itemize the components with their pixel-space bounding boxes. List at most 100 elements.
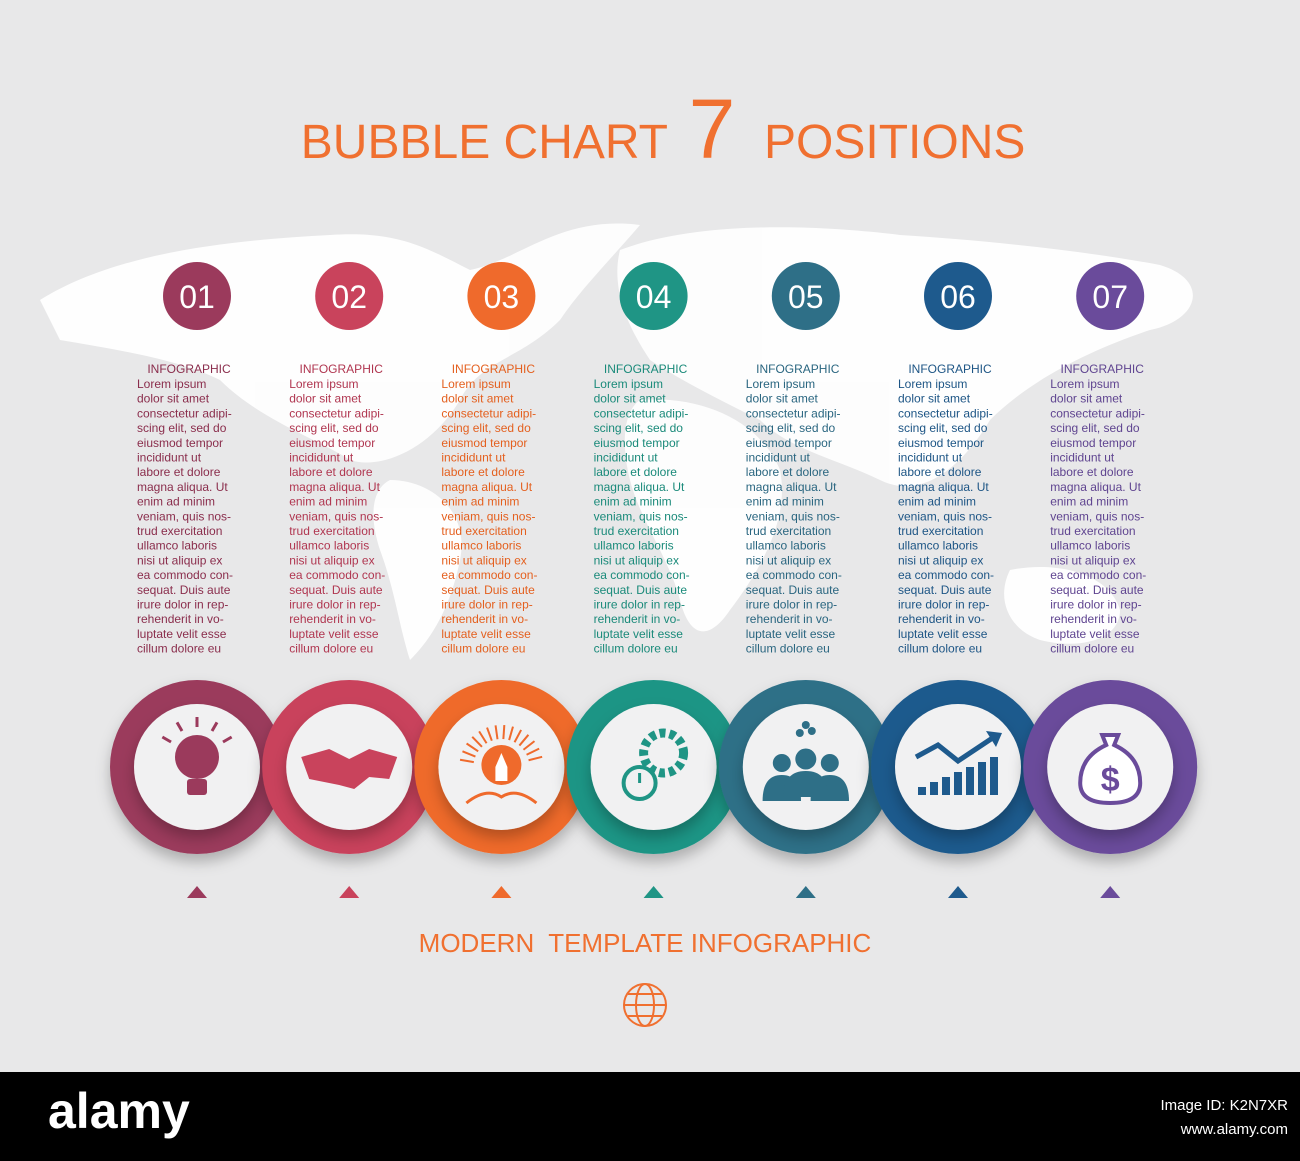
item-text-line: luptate velit esse [289,627,379,641]
item-text-line: magna aliqua. Ut [441,480,532,494]
pointer [948,886,968,898]
number-badge [163,262,231,330]
item-text-line: incididunt ut [594,451,659,465]
item-number: 01 [179,279,215,315]
item-text-line: rehenderit in vo- [746,612,833,626]
item-text-line: luptate velit esse [898,627,988,641]
item-text-line: luptate velit esse [1050,627,1140,641]
item-text-line: consectetur adipi- [898,406,993,420]
bubble [566,680,741,854]
item-text-line: nisi ut aliquip ex [1050,553,1135,567]
item-text-line: luptate velit esse [441,627,531,641]
item-number: 03 [484,279,520,315]
icon-shape [522,740,536,751]
item-heading: INFOGRAPHIC [452,362,536,376]
item-text-line: consectetur adipi- [137,406,232,420]
item-text-line: dolor sit amet [137,392,210,406]
item-text-line: magna aliqua. Ut [289,480,380,494]
bubble-icon [301,749,398,789]
item-text-line: ea commodo con- [594,568,690,582]
item-text-line: veniam, quis nos- [1050,509,1144,523]
watermark-logo: alamy [48,1083,190,1139]
item-text-line: enim ad minim [137,495,215,509]
item-text-line: luptate velit esse [137,627,227,641]
item-text-line: Lorem ipsum [898,377,967,391]
icon-shape [466,742,479,753]
item-text-line: nisi ut aliquip ex [137,553,222,567]
item-text-line: veniam, quis nos- [137,509,231,523]
item-text-line: cillum dolore eu [594,642,678,656]
item-text-line: ea commodo con- [898,568,994,582]
item-text-line: cillum dolore eu [137,642,221,656]
item-text-line: cillum dolore eu [898,642,982,656]
item-text-line: incididunt ut [898,451,963,465]
item-text-line: irure dolor in rep- [1050,598,1141,612]
bubble [718,680,893,854]
item-text-line: ullamco laboris [594,539,674,553]
bubble-icon [762,721,849,801]
icon-shape [526,747,540,756]
item-text-line: eiusmod tempor [594,436,680,450]
bubble: $ [1023,680,1198,854]
bubble-icon [161,717,233,795]
pointer [1100,886,1121,898]
icon-shape [942,777,950,795]
item-text-line: nisi ut aliquip ex [289,553,374,567]
icon-shape [175,735,219,779]
item-text-line: ullamco laboris [137,539,217,553]
item-text-line: eiusmod tempor [441,436,527,450]
icon-shape [639,728,689,778]
item-text-line: magna aliqua. Ut [1050,480,1141,494]
item-text-line: enim ad minim [898,495,976,509]
bubble [871,680,1045,854]
number-badge [1076,262,1145,330]
item-text-line: ea commodo con- [1050,568,1146,582]
bubble-inner [895,704,1021,830]
item-text-line: trud exercitation [898,524,983,538]
icon-shape [820,754,839,772]
item-text-line: magna aliqua. Ut [137,480,228,494]
item-text-line: sequat. Duis aute [746,583,840,597]
item-text-line: veniam, quis nos- [898,509,992,523]
item-text-line: enim ad minim [1050,495,1128,509]
bubble-icon [914,731,1002,795]
icon-shape [978,762,986,795]
item-text-line: ullamco laboris [746,539,826,553]
footer-subtitle: MODERN TEMPLATE INFOGRAPHIC [419,928,872,958]
item-text-line: ea commodo con- [289,568,385,582]
icon-shape [494,725,499,740]
item-text-line: labore et dolore [898,465,982,479]
item-text-line: rehenderit in vo- [594,612,681,626]
item-text-line: scing elit, sed do [1050,421,1140,435]
item-heading: INFOGRAPHIC [604,362,688,376]
item-text-line: rehenderit in vo- [441,612,528,626]
icon-shape [783,771,829,797]
item-text-line: dolor sit amet [594,392,667,406]
icon-shape [966,767,974,795]
item-text-line: labore et dolore [289,465,373,479]
bubble-icon [621,728,689,801]
item-text-line: trud exercitation [289,524,374,538]
item-text-line: irure dolor in rep- [137,598,228,612]
item-text-line: irure dolor in rep- [898,598,989,612]
item-text-line: luptate velit esse [594,627,684,641]
item-text-line: eiusmod tempor [746,436,832,450]
item-text-line: incididunt ut [441,451,506,465]
icon-shape [502,725,506,740]
item-text-line: dolor sit amet [441,392,514,406]
item-text-line: consectetur adipi- [594,406,689,420]
item-text-line: sequat. Duis aute [137,583,231,597]
title-number: 7 [689,82,736,176]
pointer [491,886,512,898]
icon-shape [513,729,523,743]
icon-shape: $ [1101,761,1120,799]
item-text-line: irure dolor in rep- [746,598,837,612]
item-text-line: cillum dolore eu [1050,642,1134,656]
item-text-line: enim ad minim [289,495,367,509]
globe-icon [623,983,667,1027]
item-text-line: sequat. Duis aute [289,583,383,597]
item-text-line: labore et dolore [746,465,830,479]
